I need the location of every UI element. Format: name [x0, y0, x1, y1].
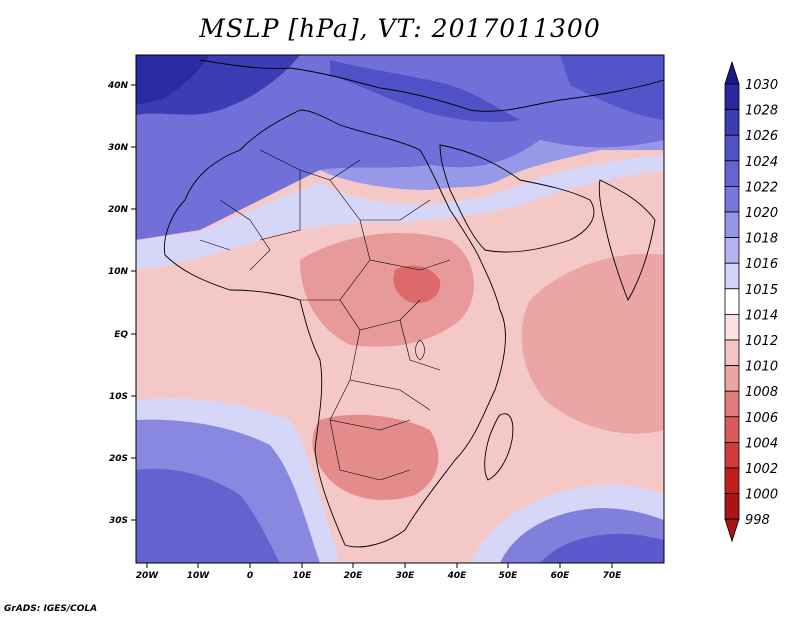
colorbar-level-label: 1010	[745, 360, 778, 375]
lat-label-30s: 30S	[109, 516, 128, 526]
mediterranean-high	[330, 60, 520, 122]
arabia-coastline	[439, 144, 595, 253]
colorbar-level-label: 1022	[745, 180, 778, 195]
colorbar-swatch	[724, 493, 740, 520]
lat-label-10n: 10N	[108, 267, 129, 277]
map-title: MSLP [hPa], VT: 2017011300	[199, 14, 601, 43]
lake-outline	[415, 339, 425, 361]
lon-label-60e: 60E	[551, 571, 571, 581]
colorbar-swatch	[724, 416, 740, 443]
colorbar-level-label: 1028	[745, 104, 778, 119]
lon-label-20e: 20E	[344, 571, 364, 581]
asia-high	[560, 55, 664, 120]
colorbar-level-label: 1008	[745, 385, 778, 400]
lat-label-20n: 20N	[108, 205, 129, 215]
north-mid-band	[136, 140, 664, 240]
colorbar-level-label: 1004	[745, 436, 778, 451]
coastlines	[163, 59, 664, 548]
colorbar-level-label: 1018	[745, 232, 778, 247]
colorbar-swatch	[724, 441, 740, 469]
ethiopia-low-core	[393, 265, 441, 304]
lat-label-10s: 10S	[109, 392, 128, 402]
longitude-axis: 20W 10W 0 10E 20E 30E 40E 50E 60E 70E	[136, 563, 622, 581]
colorbar-top-arrow	[724, 60, 740, 85]
colorbar-swatch	[724, 185, 740, 213]
colorbar-level-label: 1002	[745, 462, 778, 477]
colorbar-swatch	[724, 134, 740, 162]
country-borders	[199, 149, 451, 481]
north-light-band	[136, 155, 664, 270]
colorbar-swatch	[724, 83, 740, 111]
colorbar-swatch	[724, 211, 740, 239]
lon-label-0: 0	[247, 571, 253, 581]
lon-label-10w: 10W	[187, 571, 211, 581]
colorbar-swatch	[724, 339, 740, 367]
lon-label-50e: 50E	[499, 571, 519, 581]
map-frame	[135, 54, 665, 564]
lon-label-70e: 70E	[603, 571, 623, 581]
colorbar-level-label: 1020	[745, 206, 778, 221]
colorbar-level-label: 1030	[745, 78, 778, 93]
colorbar-swatch	[724, 390, 740, 418]
colorbar-swatch	[724, 467, 740, 495]
colorbar-level-label: 998	[745, 513, 770, 528]
colorbar-bottom-arrow	[724, 518, 740, 543]
colorbar-level-label: 1016	[745, 257, 778, 272]
colorbar-level-label: 1012	[745, 334, 778, 349]
colorbar-swatch	[724, 365, 740, 392]
lon-label-30e: 30E	[396, 571, 416, 581]
lat-label-30n: 30N	[108, 143, 129, 153]
europe-coastline	[199, 59, 664, 112]
colorbar-swatch	[724, 313, 740, 341]
colorbar-level-label: 1014	[745, 308, 778, 323]
lon-label-20w: 20W	[136, 571, 160, 581]
lat-label-eq: EQ	[114, 330, 128, 340]
lat-label-40n: 40N	[107, 81, 129, 91]
colorbar: 1030 1028 1026 1024 1022 1020 1018 1016 1015 1014…	[724, 60, 778, 543]
colorbar-level-label: 1006	[745, 411, 778, 426]
north-high-band	[136, 55, 664, 240]
central-africa-low	[300, 232, 474, 347]
lat-label-20s: 20S	[109, 454, 128, 464]
colorbar-level-label: 1024	[745, 155, 778, 170]
colorbar-level-label: 1000	[745, 488, 778, 503]
lon-label-10e: 10E	[293, 571, 313, 581]
colorbar-swatch	[724, 160, 740, 187]
colorbar-swatch	[724, 288, 740, 315]
colorbar-swatch	[724, 237, 740, 264]
latitude-axis: 40N 30N 20N 10N EQ 10S 20S 30S	[107, 81, 136, 526]
mslp-field	[136, 55, 664, 563]
colorbar-swatch	[724, 262, 740, 290]
india-coastline	[598, 179, 656, 302]
credit-label: GrADS: IGES/COLA	[4, 604, 98, 614]
south-indian-core	[540, 533, 664, 563]
africa-coastline	[163, 109, 506, 548]
lon-label-40e: 40E	[447, 571, 468, 581]
colorbar-level-label: 1026	[745, 129, 778, 144]
atlantic-high-core	[136, 55, 210, 105]
colorbar-level-label: 1015	[745, 283, 778, 298]
southern-africa-low	[312, 414, 439, 500]
madagascar-coastline	[484, 413, 514, 481]
colorbar-swatch	[724, 109, 740, 136]
south-atlantic-core	[136, 468, 280, 563]
